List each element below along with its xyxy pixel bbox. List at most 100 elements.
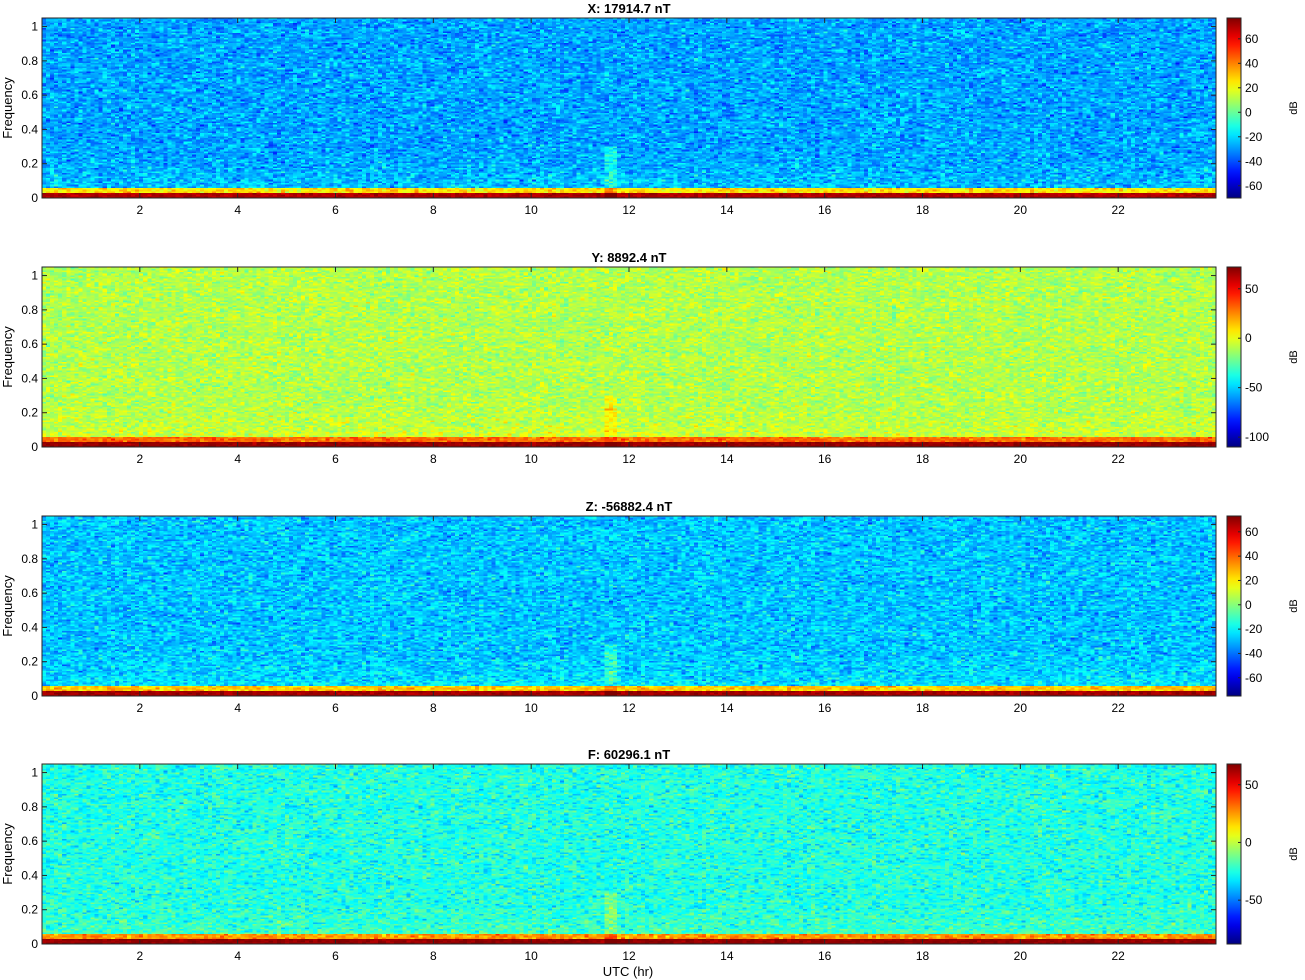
x-tick-label: 20: [1014, 203, 1028, 217]
x-tick-label: 12: [622, 203, 636, 217]
colorbar-tick-label: 0: [1245, 105, 1252, 119]
colorbar-tick-label: 0: [1245, 835, 1252, 849]
x-tick-label: 4: [234, 452, 241, 466]
spectrogram-panel: 2 4 6 8 10 12 14 16 18 20 22 0 0.2 0.4 0.6 0.8 1 F: 60296…: [0, 747, 1300, 963]
x-tick-label: 14: [720, 701, 734, 715]
x-tick-label: 10: [524, 701, 538, 715]
x-tick-label: 6: [332, 701, 339, 715]
x-tick-label: 2: [136, 452, 143, 466]
colorbar: [1226, 17, 1242, 199]
x-tick-label: 14: [720, 949, 734, 963]
x-tick-label: 10: [524, 452, 538, 466]
x-tick-label: 18: [916, 949, 930, 963]
colorbar-tick-label: 20: [1245, 573, 1259, 587]
x-tick-label: 8: [430, 701, 437, 715]
panel-title: X: 17914.7 nT: [587, 1, 670, 16]
y-tick-label: 0.8: [21, 303, 38, 317]
x-tick-label: 6: [332, 949, 339, 963]
colorbar: [1226, 266, 1242, 448]
x-tick-label: 20: [1014, 452, 1028, 466]
panel-title: Y: 8892.4 nT: [592, 250, 667, 265]
colorbar-tick-label: 0: [1245, 331, 1252, 345]
colorbar-tick-label: 40: [1245, 549, 1259, 563]
x-tick-label: 8: [430, 949, 437, 963]
y-tick-label: 0: [31, 937, 38, 951]
x-tick-label: 16: [818, 949, 832, 963]
colorbar-label: dB: [1288, 599, 1300, 612]
colorbar-tick-label: -40: [1245, 154, 1263, 168]
colorbar-tick-label: -50: [1245, 381, 1263, 395]
colorbar-tick-label: 50: [1245, 282, 1259, 296]
x-tick-label: 22: [1111, 203, 1125, 217]
x-tick-label: 4: [234, 949, 241, 963]
x-tick-label: 6: [332, 203, 339, 217]
spectrogram-heatmap: [42, 267, 1216, 447]
colorbar-tick-label: 60: [1245, 525, 1259, 539]
y-tick-label: 0.8: [21, 800, 38, 814]
x-tick-label: 4: [234, 203, 241, 217]
y-axis-label: Frequency: [0, 326, 15, 388]
y-tick-label: 0.2: [21, 655, 38, 669]
y-tick-label: 1: [31, 20, 38, 34]
x-axis-label: UTC (hr): [603, 964, 654, 979]
x-tick-label: 4: [234, 701, 241, 715]
x-tick-label: 16: [818, 452, 832, 466]
colorbar-tick-label: -100: [1245, 430, 1269, 444]
x-tick-label: 22: [1111, 701, 1125, 715]
x-tick-label: 2: [136, 203, 143, 217]
y-tick-label: 1: [31, 518, 38, 532]
y-tick-label: 0.6: [21, 88, 38, 102]
spectrogram-heatmap: [42, 764, 1216, 944]
spectrogram-panel: 2 4 6 8 10 12 14 16 18 20 22 0 0.2 0.4 0.6 0.8 1 X: 17914…: [0, 1, 1300, 217]
y-tick-label: 0.6: [21, 834, 38, 848]
y-tick-label: 0.4: [21, 122, 38, 136]
colorbar-tick-label: -20: [1245, 622, 1263, 636]
x-tick-label: 16: [818, 701, 832, 715]
y-tick-label: 1: [31, 269, 38, 283]
x-tick-label: 12: [622, 452, 636, 466]
spectrogram-panel: 2 4 6 8 10 12 14 16 18 20 22 0 0.2 0.4 0.6 0.8 1 Z: -5688…: [0, 499, 1300, 715]
x-tick-label: 12: [622, 949, 636, 963]
y-tick-label: 0.2: [21, 903, 38, 917]
colorbar-tick-label: 50: [1245, 778, 1259, 792]
panel-title: F: 60296.1 nT: [588, 747, 670, 762]
spectrogram-heatmap: [42, 18, 1216, 198]
spectrogram-heatmap: [42, 516, 1216, 696]
x-tick-label: 18: [916, 203, 930, 217]
x-tick-label: 18: [916, 701, 930, 715]
x-tick-label: 6: [332, 452, 339, 466]
colorbar: [1226, 515, 1242, 697]
y-tick-label: 0.6: [21, 586, 38, 600]
colorbar-tick-label: 60: [1245, 32, 1259, 46]
x-tick-label: 22: [1111, 949, 1125, 963]
colorbar-label: dB: [1288, 101, 1300, 114]
x-tick-label: 2: [136, 949, 143, 963]
colorbar-tick-label: -60: [1245, 179, 1263, 193]
colorbar-label: dB: [1288, 847, 1300, 860]
y-tick-label: 0.4: [21, 371, 38, 385]
colorbar-tick-label: -20: [1245, 130, 1263, 144]
x-tick-label: 12: [622, 701, 636, 715]
y-tick-label: 0.8: [21, 552, 38, 566]
y-tick-label: 0.8: [21, 54, 38, 68]
x-tick-label: 14: [720, 452, 734, 466]
x-tick-label: 2: [136, 701, 143, 715]
colorbar-tick-label: 20: [1245, 81, 1259, 95]
y-tick-label: 0: [31, 440, 38, 454]
x-tick-label: 20: [1014, 949, 1028, 963]
x-tick-label: 18: [916, 452, 930, 466]
colorbar-tick-label: 0: [1245, 598, 1252, 612]
y-tick-label: 0.4: [21, 620, 38, 634]
colorbar-tick-label: -40: [1245, 646, 1263, 660]
colorbar-tick-label: -60: [1245, 671, 1263, 685]
y-tick-label: 0.2: [21, 406, 38, 420]
y-tick-label: 0.2: [21, 157, 38, 171]
x-tick-label: 22: [1111, 452, 1125, 466]
y-tick-label: 1: [31, 766, 38, 780]
spectrogram-panel: 2 4 6 8 10 12 14 16 18 20 22 0 0.2 0.4 0.6 0.8 1 Y: 8892.…: [0, 250, 1300, 466]
colorbar-label: dB: [1288, 350, 1300, 363]
x-tick-label: 10: [524, 949, 538, 963]
x-tick-label: 8: [430, 452, 437, 466]
colorbar-tick-label: -50: [1245, 893, 1263, 907]
